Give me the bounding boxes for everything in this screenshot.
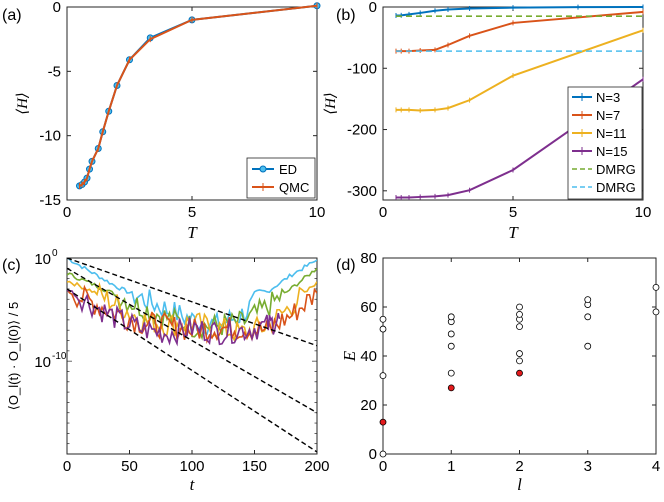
data-point-levels (516, 357, 523, 365)
y-tick-label-b: 0 (369, 0, 377, 16)
x-tick-label-b: 10 (635, 204, 652, 221)
data-point-highlighted (379, 418, 387, 426)
fit-line-fit-1 (67, 258, 317, 347)
y-tick-label-d: 80 (360, 250, 377, 267)
x-tick-label-d: 3 (584, 458, 592, 475)
y-tick-label-b: -100 (347, 60, 377, 77)
y-axis-label-d: E (340, 350, 359, 362)
data-point-levels (447, 369, 455, 377)
y-tick-label-a: 0 (53, 0, 61, 16)
data-point-levels (584, 296, 592, 304)
legend-label-N=11: N=11 (596, 126, 626, 141)
trace-trace-purple (67, 289, 281, 347)
data-point-levels (447, 342, 455, 350)
y-tick-label-d: 40 (360, 348, 377, 365)
legend-label-N=3: N=3 (596, 90, 620, 105)
y-tick-label-a: -5 (48, 63, 61, 80)
y-tick-label-d: 20 (360, 397, 377, 414)
y-tick-exponent-c: 0 (52, 248, 58, 259)
legend-label-DMRG: DMRG (596, 180, 636, 195)
data-point-levels (379, 325, 387, 333)
x-tick-label-d: 0 (379, 458, 387, 475)
data-point-levels (516, 310, 523, 318)
x-axis-label-b: T (508, 223, 519, 242)
legend-label-QMC: QMC (279, 180, 309, 195)
y-tick-label-b: -300 (347, 183, 377, 200)
x-tick-label-b: 0 (379, 204, 387, 221)
panel-label-d: (d) (336, 257, 356, 274)
y-axis-label-c: ⟨O_l(t) · O_l(0)⟩ / 5 (6, 302, 21, 410)
y-tick-label-c: 10 (34, 251, 51, 268)
data-point-levels (584, 313, 592, 321)
data-point-levels (379, 315, 387, 323)
x-axis-label-a: T (187, 223, 198, 242)
x-tick-label-c: 150 (242, 458, 267, 475)
x-tick-label-a: 5 (188, 204, 196, 221)
legend-label-N=15: N=15 (596, 144, 627, 159)
y-axis-label-a: ⟨H⟩ (15, 92, 31, 115)
data-point-levels (652, 308, 660, 316)
data-point-levels (584, 342, 592, 350)
data-point-levels (516, 350, 523, 357)
data-point-levels (379, 372, 387, 380)
trace-trace-blue (67, 258, 317, 336)
x-tick-label-a: 10 (309, 204, 326, 221)
x-tick-label-d: 2 (515, 458, 523, 475)
y-tick-label-d: 0 (369, 446, 377, 463)
y-tick-label-b: -200 (347, 122, 377, 139)
x-tick-label-c: 200 (304, 458, 329, 475)
y-tick-label-c: 10 (34, 354, 51, 371)
legend-box-a (246, 157, 316, 199)
trace-trace-green (67, 267, 317, 341)
fit-line-fit-2 (67, 267, 317, 414)
data-point-levels (379, 450, 387, 458)
plot-area-c (67, 258, 317, 453)
x-tick-label-d: 1 (447, 458, 455, 475)
legend-label-DMRG: DMRG (596, 162, 636, 177)
data-point-levels (652, 283, 660, 291)
x-tick-label-c: 100 (179, 458, 204, 475)
x-tick-label-c: 50 (121, 458, 138, 475)
data-point-levels (447, 313, 455, 321)
y-tick-exponent-c: -10 (52, 351, 67, 362)
legend-box-b (567, 86, 643, 200)
y-tick-label-a: -15 (39, 192, 61, 209)
data-point-levels (447, 330, 455, 338)
data-point-highlighted (447, 384, 455, 392)
data-point-levels (516, 323, 523, 331)
y-tick-label-d: 60 (360, 299, 377, 316)
legend-label-ED: ED (279, 162, 297, 177)
axes-box-c (66, 257, 318, 455)
x-tick-label-b: 5 (509, 204, 517, 221)
x-tick-label-d: 4 (652, 458, 660, 475)
data-point-levels (516, 303, 523, 311)
x-tick-label-a: 0 (63, 204, 71, 221)
panel-label-b: (b) (336, 7, 356, 24)
fit-line-fit-3 (67, 288, 317, 453)
legend-label-N=7: N=7 (596, 108, 620, 123)
y-axis-label-b: ⟨H⟩ (323, 92, 339, 115)
panel-label-a: (a) (2, 7, 22, 24)
y-tick-label-a: -10 (39, 128, 61, 145)
panel-label-c: (c) (2, 257, 21, 274)
series-line-N=3 (395, 5, 644, 17)
x-axis-label-d: l (517, 475, 522, 494)
x-tick-label-c: 0 (63, 458, 71, 475)
x-axis-label-c: t (190, 475, 196, 494)
legend-marker-ED (259, 165, 267, 173)
data-point-highlighted (516, 369, 523, 377)
